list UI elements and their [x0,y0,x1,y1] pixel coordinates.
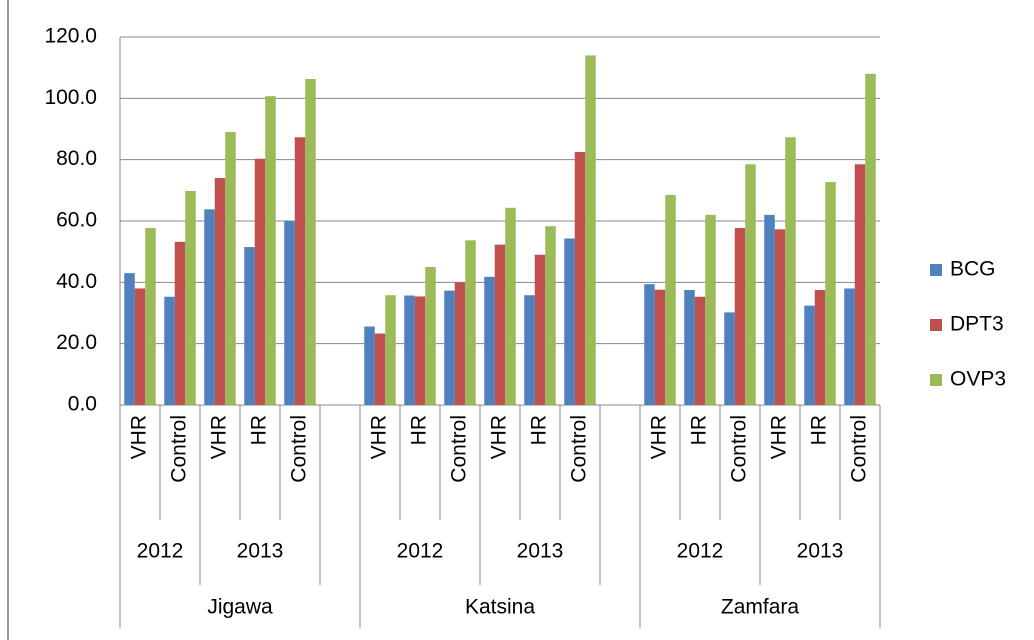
x-tick-label: VHR [368,415,391,459]
legend-label: OVP3 [950,368,1006,391]
legend-label: DPT3 [950,313,1004,336]
x-tick-label: HR [528,415,551,445]
year-label: 2012 [677,540,724,563]
x-tick-label: Control [568,415,591,483]
bar [145,228,156,405]
region-label: Katsina [465,596,535,619]
bar [745,164,756,405]
x-tick-label: Control [168,415,191,483]
bar [385,295,396,405]
x-tick-label: Control [728,415,751,483]
x-tick-label: VHR [128,415,151,459]
bar [545,226,556,405]
y-tick-label: 120.0 [44,25,97,48]
year-label: 2013 [237,540,284,563]
bar [364,326,375,405]
y-tick-label: 40.0 [56,270,97,293]
bar [665,194,676,405]
y-tick-label: 0.0 [68,393,97,416]
legend-swatch [930,264,942,276]
y-tick-label: 20.0 [56,331,97,354]
region-label: Zamfara [721,596,800,619]
bar [825,182,836,405]
bar [414,296,426,405]
x-tick-label: HR [808,415,831,445]
bar [684,290,695,405]
bar [185,190,196,405]
bar [774,229,786,405]
region-label: Jigawa [207,596,273,619]
bar [574,152,586,405]
x-tick-label: VHR [208,415,231,459]
bar [814,290,826,405]
x-tick-label: HR [408,415,431,445]
legend-label: BCG [950,258,996,281]
bar [465,240,476,405]
x-tick-label: Control [288,415,311,483]
x-tick-label: Control [848,415,871,483]
bar [204,209,215,405]
bar [225,132,236,406]
bar [694,296,706,405]
x-tick-label: VHR [648,415,671,459]
bar [524,295,535,405]
bar [854,164,866,405]
bar [505,207,516,405]
bar [164,296,175,405]
bar [374,333,386,405]
x-tick-label: HR [248,415,271,445]
bar [444,290,455,405]
bar [425,267,436,405]
bar [484,276,495,405]
bar [764,214,775,405]
bar [305,79,316,405]
bar [844,288,855,405]
bar [644,284,655,405]
bar [494,244,506,405]
legend-swatch [930,374,942,386]
y-tick-label: 80.0 [56,147,97,170]
bar [804,305,815,405]
year-label: 2012 [397,540,444,563]
bar [404,295,415,405]
year-label: 2013 [517,540,564,563]
bar [585,55,596,406]
bar [785,137,796,405]
year-label: 2012 [137,540,184,563]
bar [244,247,255,405]
year-label: 2013 [797,540,844,563]
x-tick-label: HR [688,415,711,445]
bar [124,273,135,405]
x-tick-label: VHR [488,415,511,459]
x-tick-label: Control [448,415,471,483]
bar [294,137,306,405]
bar [705,214,716,405]
bar [265,96,276,405]
legend-swatch [930,319,942,331]
bar [454,282,466,405]
y-tick-label: 60.0 [56,209,97,232]
bar [134,288,146,405]
bar [654,289,666,405]
bar [534,254,546,405]
bar [214,178,226,405]
bar [734,228,746,405]
bar [174,241,186,405]
bar [564,238,575,405]
x-tick-label: VHR [768,415,791,459]
bar [284,221,295,405]
y-tick-label: 100.0 [44,86,97,109]
bar [724,312,735,405]
bar [254,158,266,405]
bar [865,73,876,406]
